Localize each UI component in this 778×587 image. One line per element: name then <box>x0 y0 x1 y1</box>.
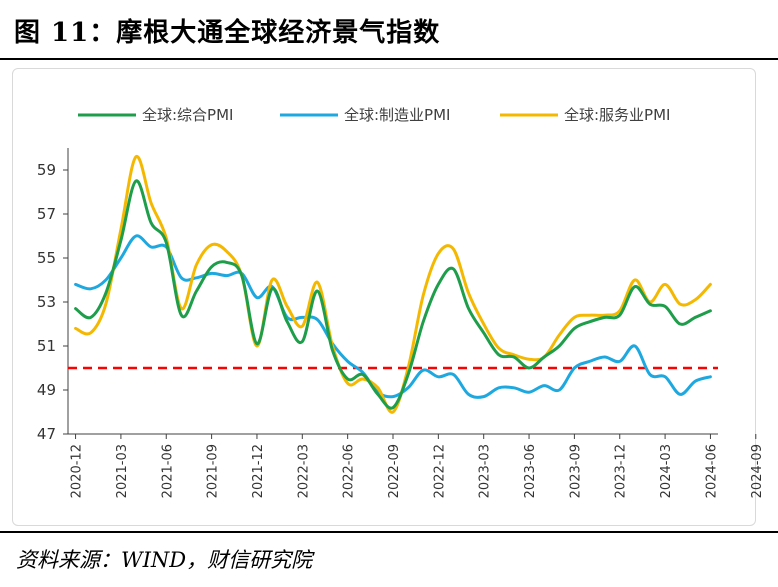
x-tick-label: 2024-03 <box>659 444 674 498</box>
legend-label: 全球:综合PMI <box>142 106 233 124</box>
x-tick-label: 2021-06 <box>160 444 175 498</box>
x-tick-label: 2022-06 <box>342 444 357 498</box>
y-tick-label: 53 <box>37 293 56 311</box>
source-note: 资料来源：WIND，财信研究院 <box>16 548 313 572</box>
legend: 全球:综合PMI 全球:制造业PMI 全球:服务业PMI <box>78 106 670 124</box>
y-tick-label: 47 <box>37 425 56 443</box>
legend-item-composite: 全球:综合PMI <box>78 106 233 124</box>
y-tick-label: 59 <box>37 161 56 179</box>
x-tick-label: 2020-12 <box>70 444 85 498</box>
top-rule <box>0 58 778 60</box>
bottom-rule <box>0 531 778 533</box>
x-tick-label: 2023-09 <box>568 444 583 498</box>
x-tick-label: 2024-09 <box>750 444 765 498</box>
y-tick-label: 55 <box>37 249 56 267</box>
chart-frame <box>12 68 756 526</box>
x-tick-label: 2021-12 <box>251 444 266 498</box>
x-tick-label: 2023-12 <box>614 444 629 498</box>
x-tick-label: 2023-06 <box>523 444 538 498</box>
series-line-composite <box>74 179 712 410</box>
legend-item-services: 全球:服务业PMI <box>500 106 670 124</box>
y-tick-label: 51 <box>37 337 56 355</box>
y-tick-label: 49 <box>37 381 56 399</box>
x-tick-label: 2022-03 <box>296 444 311 498</box>
x-tick-label: 2023-03 <box>478 444 493 498</box>
series-line-services <box>74 155 712 414</box>
x-tick-label: 2022-09 <box>387 444 402 498</box>
legend-label: 全球:制造业PMI <box>344 106 450 124</box>
x-tick-label: 2022-12 <box>432 444 447 498</box>
series-line-manufacturing <box>74 234 712 399</box>
legend-label: 全球:服务业PMI <box>564 106 670 124</box>
x-tick-label: 2021-09 <box>206 444 221 498</box>
x-tick-label: 2024-06 <box>704 444 719 498</box>
figure-title: 图 11：摩根大通全球经济景气指数 <box>14 18 441 48</box>
x-axis: 2020-12 2021-03 2021-06 2021-09 2021-12 2022-… <box>68 433 765 498</box>
y-axis: 47 49 51 53 55 57 59 <box>37 148 69 443</box>
y-tick-label: 57 <box>37 205 56 223</box>
series-group <box>74 155 712 414</box>
legend-item-manufacturing: 全球:制造业PMI <box>280 106 450 124</box>
x-tick-label: 2021-03 <box>115 444 130 498</box>
